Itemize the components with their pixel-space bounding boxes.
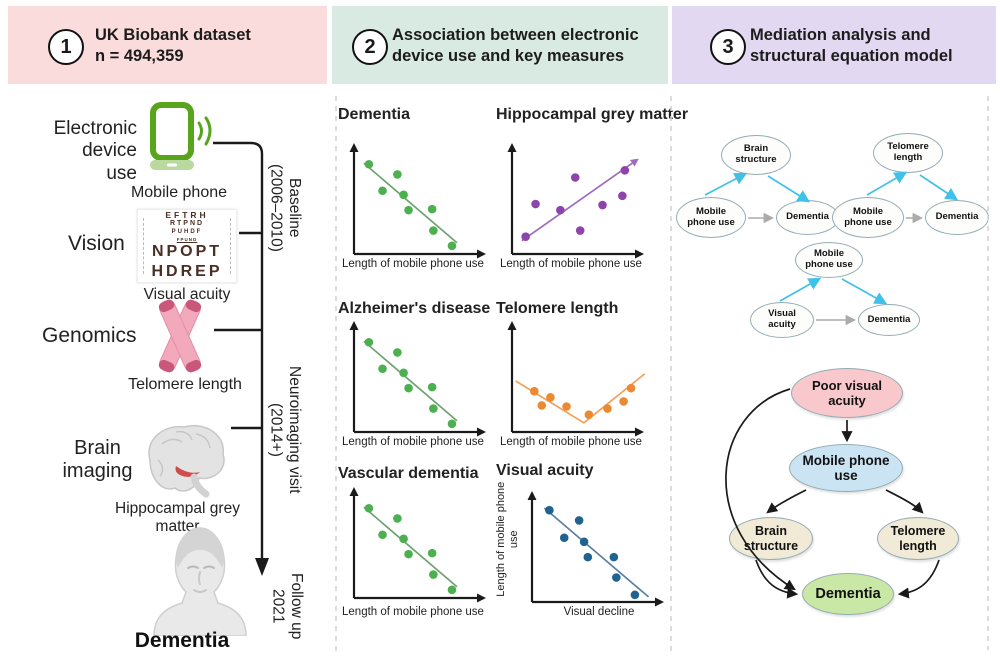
plot-dementia: Dementia Length of mobile phone use: [338, 106, 498, 276]
eye-chart-icon: EFTRH RTPND PUHDF FPUND NPOPT HDREP: [137, 209, 237, 283]
baseline-years: (2006–2010): [267, 164, 285, 252]
hippocampal-grey-matter-caption: Hippocampal grey matter: [115, 500, 240, 535]
plot-visual-acuity: Visual acuity Length of mobile phone use…: [494, 460, 694, 635]
sem-node-mobile-phone-use-1: Mobile phone use: [676, 197, 746, 238]
plot-vascular: Vascular dementia Length of mobile phone…: [338, 463, 498, 633]
header-2-line1: Association between electronic: [392, 26, 639, 44]
step-3-badge: 3: [710, 29, 746, 65]
plot-hippocampal: Hippocampal grey matter Length of mobile…: [496, 106, 696, 276]
plot-alzheimers-chart: [349, 321, 486, 437]
plot-telomere-title: Telomere length: [496, 300, 619, 317]
electronic-device-use-label: Electronic device use: [53, 118, 137, 184]
plot-dementia-chart: [349, 143, 486, 259]
header-panel-2: 2 Association between electronic device …: [332, 6, 668, 84]
plot-dementia-title: Dementia: [338, 106, 411, 123]
step-2-badge: 2: [352, 29, 388, 65]
plot-visual-acuity-title: Visual acuity: [496, 462, 594, 479]
header-1-line2: n = 494,359: [95, 46, 184, 65]
eye-chart-row: RTPND: [169, 220, 205, 228]
eye-chart-row: EFTRH: [165, 209, 209, 220]
mobile-phone-caption: Mobile phone: [130, 184, 228, 201]
plot-hippocampal-xlabel: Length of mobile phone use: [500, 258, 642, 270]
header-panel-1: 1 UK Biobank dataset n = 494,359: [8, 6, 327, 84]
sem-node-brain-structure: Brain structure: [721, 135, 791, 175]
brain-imaging-label: Brain imaging: [62, 437, 133, 482]
sem-node-dementia-2: Dementia: [925, 200, 989, 235]
timeline-neuroimaging-label: Neuroimaging visit (2014+): [266, 352, 304, 507]
plot-alzheimers: Alzheimer's disease Length of mobile pho…: [338, 296, 498, 461]
flow-node-brain-structure: Brain structure: [729, 517, 813, 560]
eye-chart-row: HDREP: [151, 263, 223, 281]
chromosome-icon: [158, 299, 202, 373]
eye-chart-left-ticks: [143, 218, 144, 274]
header-3-line1: Mediation analysis and: [750, 26, 931, 44]
plot-dementia-xlabel: Length of mobile phone use: [342, 258, 484, 270]
visual-acuity-caption: Visual acuity: [143, 286, 231, 303]
brain-icon: [148, 425, 225, 498]
sem-node-dementia-1: Dementia: [776, 200, 839, 235]
header-3-line2: structural equation model: [750, 46, 953, 65]
header-1-line1: UK Biobank dataset: [95, 26, 251, 44]
timeline-arrowhead: [255, 558, 269, 576]
sem-node-telomere-length: Telomere length: [873, 133, 943, 173]
plot-vascular-xlabel: Length of mobile phone use: [342, 606, 484, 618]
header-2-title: Association between electronic device us…: [392, 25, 639, 66]
step-1-number: 1: [60, 35, 72, 58]
vision-label: Vision: [68, 232, 125, 255]
plot-visual-acuity-chart: [527, 491, 664, 607]
followup-text: Follow up: [288, 572, 306, 640]
plot-hippocampal-chart: [507, 143, 644, 259]
sem-node-mobile-phone-use-3: Mobile phone use: [795, 242, 863, 278]
baseline-text: Baseline: [286, 178, 304, 238]
timeline-baseline-label: Baseline (2006–2010): [266, 158, 304, 258]
eye-chart-right-ticks: [230, 218, 231, 274]
header-3-title: Mediation analysis and structural equati…: [750, 25, 953, 66]
neuroimaging-years: (2014+): [267, 402, 285, 457]
neuroimaging-text: Neuroimaging visit: [286, 365, 304, 494]
telomere-length-caption: Telomere length: [128, 376, 242, 393]
sem-node-mobile-phone-use-2: Mobile phone use: [832, 197, 904, 238]
dementia-outcome-label: Dementia: [134, 629, 230, 652]
plot-alzheimers-xlabel: Length of mobile phone use: [342, 436, 484, 448]
eye-chart-row: FPUND: [176, 236, 198, 242]
sem-node-visual-acuity: Visual acuity: [750, 302, 814, 338]
flow-node-dementia: Dementia: [802, 573, 894, 615]
header-2-line2: device use and key measures: [392, 46, 625, 65]
eye-chart-row: NPOPT: [151, 243, 223, 261]
flow-node-poor-visual-acuity: Poor visual acuity: [791, 368, 903, 418]
plot-hippocampal-title: Hippocampal grey matter: [496, 106, 689, 123]
flow-node-telomere-length: Telomere length: [877, 517, 959, 560]
step-3-number: 3: [722, 35, 734, 58]
eye-chart-row: PUHDF: [171, 229, 203, 236]
timeline-followup-label: Follow up 2021: [268, 556, 306, 656]
timeline-line: [213, 141, 264, 560]
plot-vascular-title: Vascular dementia: [338, 465, 479, 482]
plot-telomere: Telomere length Length of mobile phone u…: [496, 296, 696, 461]
plot-alzheimers-title: Alzheimer's disease: [338, 300, 491, 317]
mobile-phone-icon: [150, 102, 212, 170]
flow-arrows: [725, 388, 940, 599]
plot-telomere-chart: [507, 321, 646, 437]
plot-telomere-xlabel: Length of mobile phone use: [500, 436, 642, 448]
plot-vascular-chart: [349, 487, 486, 603]
plot-visual-acuity-xlabel: Visual decline: [563, 606, 635, 618]
genomics-label: Genomics: [42, 324, 137, 347]
step-1-badge: 1: [48, 29, 84, 65]
step-2-number: 2: [364, 35, 376, 58]
person-head-icon: [153, 527, 247, 636]
flow-node-mobile-phone-use: Mobile phone use: [789, 444, 903, 492]
sem-node-dementia-3: Dementia: [858, 304, 920, 336]
header-1-title: UK Biobank dataset n = 494,359: [95, 25, 251, 66]
header-panel-3: 3 Mediation analysis and structural equa…: [672, 6, 996, 84]
followup-year: 2021: [269, 588, 287, 624]
